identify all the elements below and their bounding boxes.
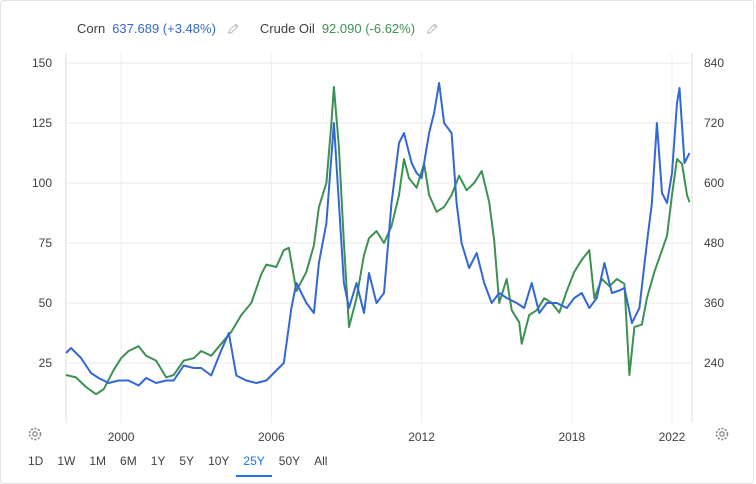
range-5y[interactable]: 5Y: [179, 454, 195, 468]
range-1m[interactable]: 1M: [89, 454, 107, 468]
range-6m[interactable]: 6M: [120, 454, 137, 468]
y-left-tick-label: 50: [39, 296, 53, 310]
gear-icon[interactable]: [714, 426, 730, 442]
range-all[interactable]: All: [314, 454, 328, 468]
range-1y[interactable]: 1Y: [150, 454, 166, 468]
legend-corn-value: 637.689 (+3.48%): [112, 21, 216, 36]
legend-item-crude-oil[interactable]: Crude Oil 92.090 (-6.62%): [260, 21, 439, 36]
legend-corn-name: Corn: [77, 21, 106, 36]
legend-crude-oil-name: Crude Oil: [259, 21, 315, 36]
legend-item-corn[interactable]: Corn 637.689 (+3.48%): [77, 21, 240, 36]
range-selector: 1D 1W 1M 6M 1Y 5Y 10Y 25Y 50Y All: [21, 450, 334, 477]
y-right-tick-label: 480: [704, 236, 724, 250]
series-line-corn: [65, 82, 691, 387]
legend-crude-oil-value: 92.090 (-6.62%): [321, 21, 416, 36]
y-left-tick-label: 125: [32, 116, 52, 130]
pencil-icon[interactable]: [226, 22, 240, 36]
pencil-icon[interactable]: [425, 22, 439, 36]
y-right-tick-label: 600: [704, 176, 724, 190]
series-line-crude-oil: [65, 86, 691, 396]
chart-legend: Corn 637.689 (+3.48%) Crude Oil 92.090 (…: [77, 21, 439, 36]
gear-icon[interactable]: [27, 426, 43, 442]
x-tick-label: 2018: [558, 430, 585, 444]
range-1w[interactable]: 1W: [57, 454, 76, 468]
y-left-tick-label: 75: [39, 236, 53, 250]
range-50y[interactable]: 50Y: [278, 454, 301, 468]
range-25y[interactable]: 25Y: [236, 450, 272, 477]
y-left-tick-label: 25: [39, 356, 53, 370]
y-right-tick-label: 240: [704, 356, 724, 370]
range-10y[interactable]: 10Y: [208, 454, 230, 468]
y-left-tick-label: 100: [32, 176, 52, 190]
x-tick-label: 2000: [108, 430, 135, 444]
chart-plot-area[interactable]: 150 125 100 75 50 25 840 720 600 480 360 240 2000 200…: [0, 0, 756, 448]
x-tick-label: 2012: [408, 430, 435, 444]
y-right-tick-label: 840: [704, 56, 724, 70]
range-1d[interactable]: 1D: [28, 454, 44, 468]
x-tick-label: 2006: [258, 430, 285, 444]
y-right-tick-label: 720: [704, 116, 724, 130]
y-right-tick-label: 360: [704, 296, 724, 310]
y-left-tick-label: 150: [32, 56, 52, 70]
x-tick-label: 2022: [659, 430, 686, 444]
